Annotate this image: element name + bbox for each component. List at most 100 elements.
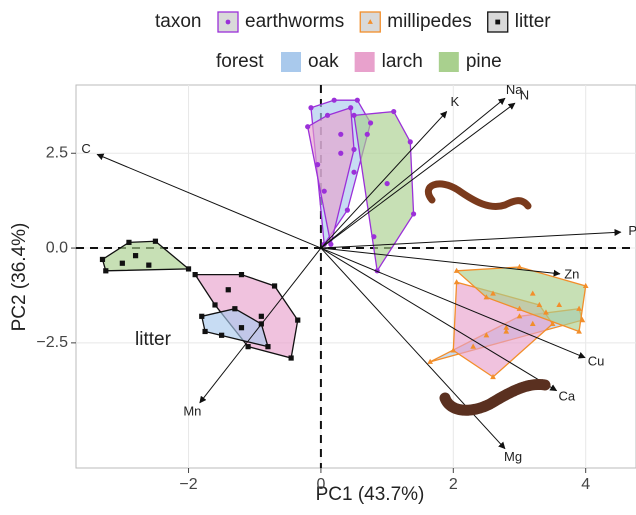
loading-arrow	[199, 247, 322, 404]
point	[152, 238, 159, 244]
point	[103, 268, 109, 274]
legend-key	[354, 52, 375, 72]
point	[192, 272, 198, 278]
loading-label: C	[81, 141, 90, 156]
point	[371, 234, 377, 240]
point	[202, 328, 208, 335]
point	[384, 180, 390, 187]
point	[516, 305, 523, 311]
legend-label: millipedes	[387, 11, 471, 32]
point	[529, 320, 536, 326]
point	[219, 332, 225, 338]
point	[483, 294, 490, 300]
point	[516, 263, 523, 270]
point	[324, 112, 331, 118]
legend-label: pine	[466, 51, 502, 72]
point	[119, 260, 125, 266]
point	[305, 124, 311, 130]
loading-label: Mn	[183, 404, 201, 419]
point	[410, 211, 417, 217]
y-tick-label: 0.0	[46, 239, 68, 256]
point	[328, 241, 334, 247]
loading-label: Zn	[564, 267, 579, 282]
point	[315, 162, 321, 168]
point	[503, 324, 510, 330]
point	[132, 253, 139, 259]
point	[146, 262, 152, 268]
loading-arrow	[320, 228, 622, 249]
annotation: litter	[135, 329, 172, 350]
point	[238, 325, 245, 331]
point	[453, 267, 460, 273]
legend-key	[281, 52, 301, 72]
point	[490, 290, 496, 296]
point	[185, 266, 192, 272]
loading-label: K	[450, 94, 459, 109]
point	[354, 97, 360, 103]
point	[265, 344, 271, 350]
x-axis-label: PC1 (43.7%)	[316, 484, 425, 505]
point	[543, 309, 549, 315]
legend-label: larch	[382, 51, 423, 72]
x-tick-label: −2	[179, 476, 197, 493]
legend-title: taxon	[155, 11, 201, 32]
point	[529, 290, 536, 296]
loading-arrow	[320, 247, 506, 450]
y-tick-label: 2.5	[46, 144, 68, 161]
loading-label: Cu	[588, 354, 605, 369]
point	[470, 343, 477, 349]
point	[288, 355, 294, 361]
point	[579, 316, 586, 323]
point	[453, 279, 460, 285]
legend-marker	[225, 19, 231, 25]
point	[338, 150, 344, 156]
point	[450, 347, 457, 353]
point	[503, 328, 510, 334]
loading-arrow	[320, 97, 506, 249]
point	[348, 105, 354, 111]
point	[212, 302, 218, 308]
legend-label: oak	[308, 51, 339, 72]
loading-label: N	[520, 87, 529, 102]
loading-arrow	[320, 247, 561, 277]
point	[232, 306, 238, 312]
point	[271, 283, 278, 289]
point	[199, 313, 205, 319]
x-tick-label: 4	[581, 476, 590, 493]
point	[536, 301, 543, 308]
loadings: K NaN C P Zn Cu Ca Mg Mn	[81, 82, 636, 464]
point	[351, 112, 357, 118]
hull	[455, 266, 587, 333]
point	[549, 320, 556, 326]
loading-arrow	[320, 247, 558, 392]
point	[258, 313, 264, 319]
point	[490, 373, 496, 380]
loading-label: Mg	[504, 449, 522, 464]
earthworm-image	[424, 180, 532, 210]
point	[225, 287, 231, 293]
x-tick-label: 0	[316, 476, 325, 493]
point	[344, 207, 350, 213]
point	[556, 301, 563, 308]
point	[582, 282, 589, 289]
legend-key	[438, 52, 459, 72]
legend-label: litter	[515, 11, 552, 32]
loading-label: P	[628, 223, 636, 238]
legend-title: forest	[216, 51, 264, 72]
loading-arrow	[96, 153, 322, 249]
x-tick-label: 2	[449, 476, 458, 493]
point	[321, 188, 327, 194]
point	[364, 131, 370, 137]
point	[351, 146, 357, 153]
legend-marker	[495, 19, 501, 25]
loading-arrow	[320, 111, 448, 249]
hull	[306, 106, 355, 245]
point	[245, 344, 251, 350]
legend: taxon earthworms millipedes litter forest oak…	[155, 11, 551, 72]
hulls	[101, 99, 587, 378]
loading-arrow	[320, 102, 516, 249]
millipede-image	[439, 378, 551, 416]
legend-label: earthworms	[245, 11, 344, 32]
point	[407, 139, 413, 145]
